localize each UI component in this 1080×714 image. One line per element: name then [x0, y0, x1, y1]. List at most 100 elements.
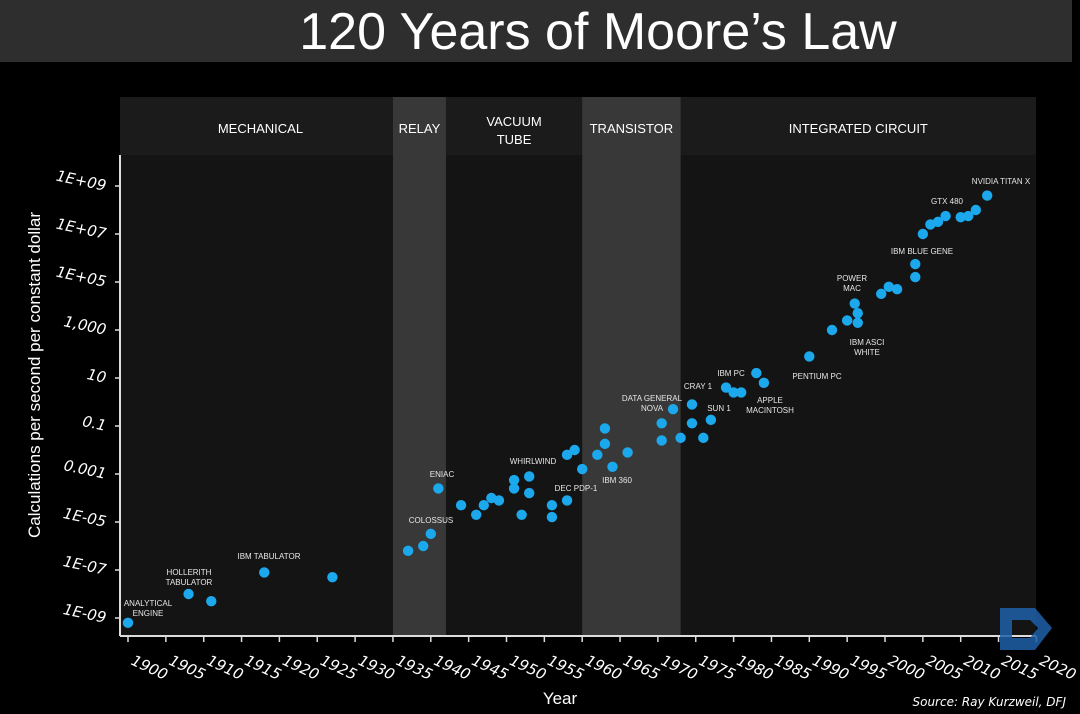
annotation-label: IBM PC [717, 369, 745, 378]
data-point [970, 204, 982, 216]
x-tick-label: 1990 [810, 651, 852, 683]
y-tick-label: 1E+07 [55, 215, 109, 243]
data-point [940, 210, 951, 222]
data-point [932, 216, 944, 228]
y-tick-label: 1E-05 [62, 504, 108, 531]
x-tick-label: 2020 [1037, 651, 1079, 683]
data-point [546, 511, 558, 523]
x-tick-label: 1915 [242, 651, 284, 683]
annotation-label: DEC PDP-1 [555, 484, 598, 493]
y-tick-label: 1E-09 [62, 600, 108, 627]
x-tick-label: 1950 [507, 651, 549, 683]
data-point [883, 281, 894, 293]
data-point [122, 617, 134, 629]
annotation-label: WHITE [854, 348, 880, 357]
data-point [561, 495, 573, 506]
data-point [963, 210, 974, 222]
x-tick-label: 2015 [999, 651, 1041, 683]
y-tick-label: 10 [85, 365, 107, 387]
data-point [607, 461, 618, 472]
annotation-label: IBM 360 [602, 476, 632, 485]
x-tick-label: 1910 [204, 651, 246, 683]
annotation-label: IBM ASCI [850, 338, 885, 347]
x-tick-label: 1965 [620, 651, 662, 683]
data-point [259, 567, 270, 578]
x-tick-label: 1970 [658, 651, 700, 683]
annotation-label: DATA GENERAL [622, 394, 683, 403]
annotation-label: POWER [837, 274, 867, 283]
data-point [656, 435, 667, 446]
data-point [524, 471, 535, 482]
x-tick-label: 2000 [885, 651, 927, 683]
data-point [720, 382, 732, 393]
data-point [735, 387, 747, 398]
annotation-label: CRAY 1 [684, 382, 713, 391]
y-axis-title: Calculations per second per constant dol… [25, 212, 44, 538]
data-point [493, 495, 505, 506]
annotation-label: ENIAC [430, 470, 455, 479]
data-point [508, 474, 520, 486]
annotation-label: HOLLERITH [167, 568, 212, 577]
chart-title: 120 Years of Moore’s Law [299, 3, 897, 61]
x-tick-label: 1945 [469, 651, 511, 683]
annotation-label: WHIRLWIND [510, 457, 557, 466]
source-note: Source: Ray Kurzweil, DFJ [912, 695, 1066, 709]
x-tick-label: 2005 [923, 651, 965, 683]
data-point [876, 288, 887, 300]
data-point [206, 596, 217, 607]
annotation-label: MACINTOSH [746, 406, 794, 415]
annotation-label: MAC [843, 284, 861, 293]
data-point [508, 483, 520, 494]
data-point [656, 418, 667, 429]
data-point [478, 500, 489, 511]
annotation-label: APPLE [757, 396, 783, 405]
data-point [705, 414, 717, 426]
y-tick-label: 1E+09 [55, 167, 108, 195]
data-point [455, 500, 467, 511]
data-point [891, 284, 903, 295]
y-tick-label: 1E+05 [55, 263, 108, 291]
x-tick-label: 1940 [431, 651, 473, 683]
data-point [524, 487, 535, 499]
x-tick-label: 1925 [318, 651, 360, 683]
data-point [546, 500, 558, 511]
annotation-label: PENTIUM PC [792, 372, 842, 381]
x-axis-title: Year [543, 689, 578, 708]
data-point [425, 528, 436, 540]
data-point [981, 190, 993, 201]
data-point [675, 432, 686, 444]
data-point [561, 449, 573, 461]
era-header [120, 97, 1036, 155]
era-label: TUBE [497, 132, 532, 147]
data-point [183, 588, 194, 600]
dfj-logo [1000, 608, 1052, 650]
era-label: MECHANICAL [218, 121, 303, 136]
data-point [686, 399, 698, 410]
x-tick-label: 1980 [734, 651, 776, 683]
data-point [852, 317, 863, 328]
era-label: TRANSISTOR [590, 121, 674, 136]
x-tick-label: 2010 [961, 651, 1003, 683]
annotation-label: SUN 1 [707, 404, 731, 413]
data-point [402, 545, 414, 557]
annotation-label: ENGINE [133, 609, 164, 618]
x-tick-label: 1975 [696, 651, 738, 683]
data-point [852, 308, 863, 319]
data-point [728, 387, 739, 398]
annotation-label: NVIDIA TITAN X [972, 177, 1031, 186]
data-point [471, 509, 482, 520]
data-point [433, 483, 444, 494]
x-tick-label: 1995 [847, 651, 889, 683]
data-point [577, 463, 588, 475]
y-tick-label: 0.001 [62, 456, 108, 483]
era-label: VACUUM [486, 114, 541, 129]
data-point [910, 271, 921, 283]
data-point [841, 315, 853, 326]
annotation-label: TABULATOR [166, 578, 213, 587]
plot-area [120, 97, 1036, 636]
data-point [698, 432, 709, 444]
annotation-label: IBM TABULATOR [238, 552, 301, 561]
y-tick-label: 1,000 [62, 312, 108, 339]
title-bar: 120 Years of Moore’s Law [0, 0, 1072, 62]
